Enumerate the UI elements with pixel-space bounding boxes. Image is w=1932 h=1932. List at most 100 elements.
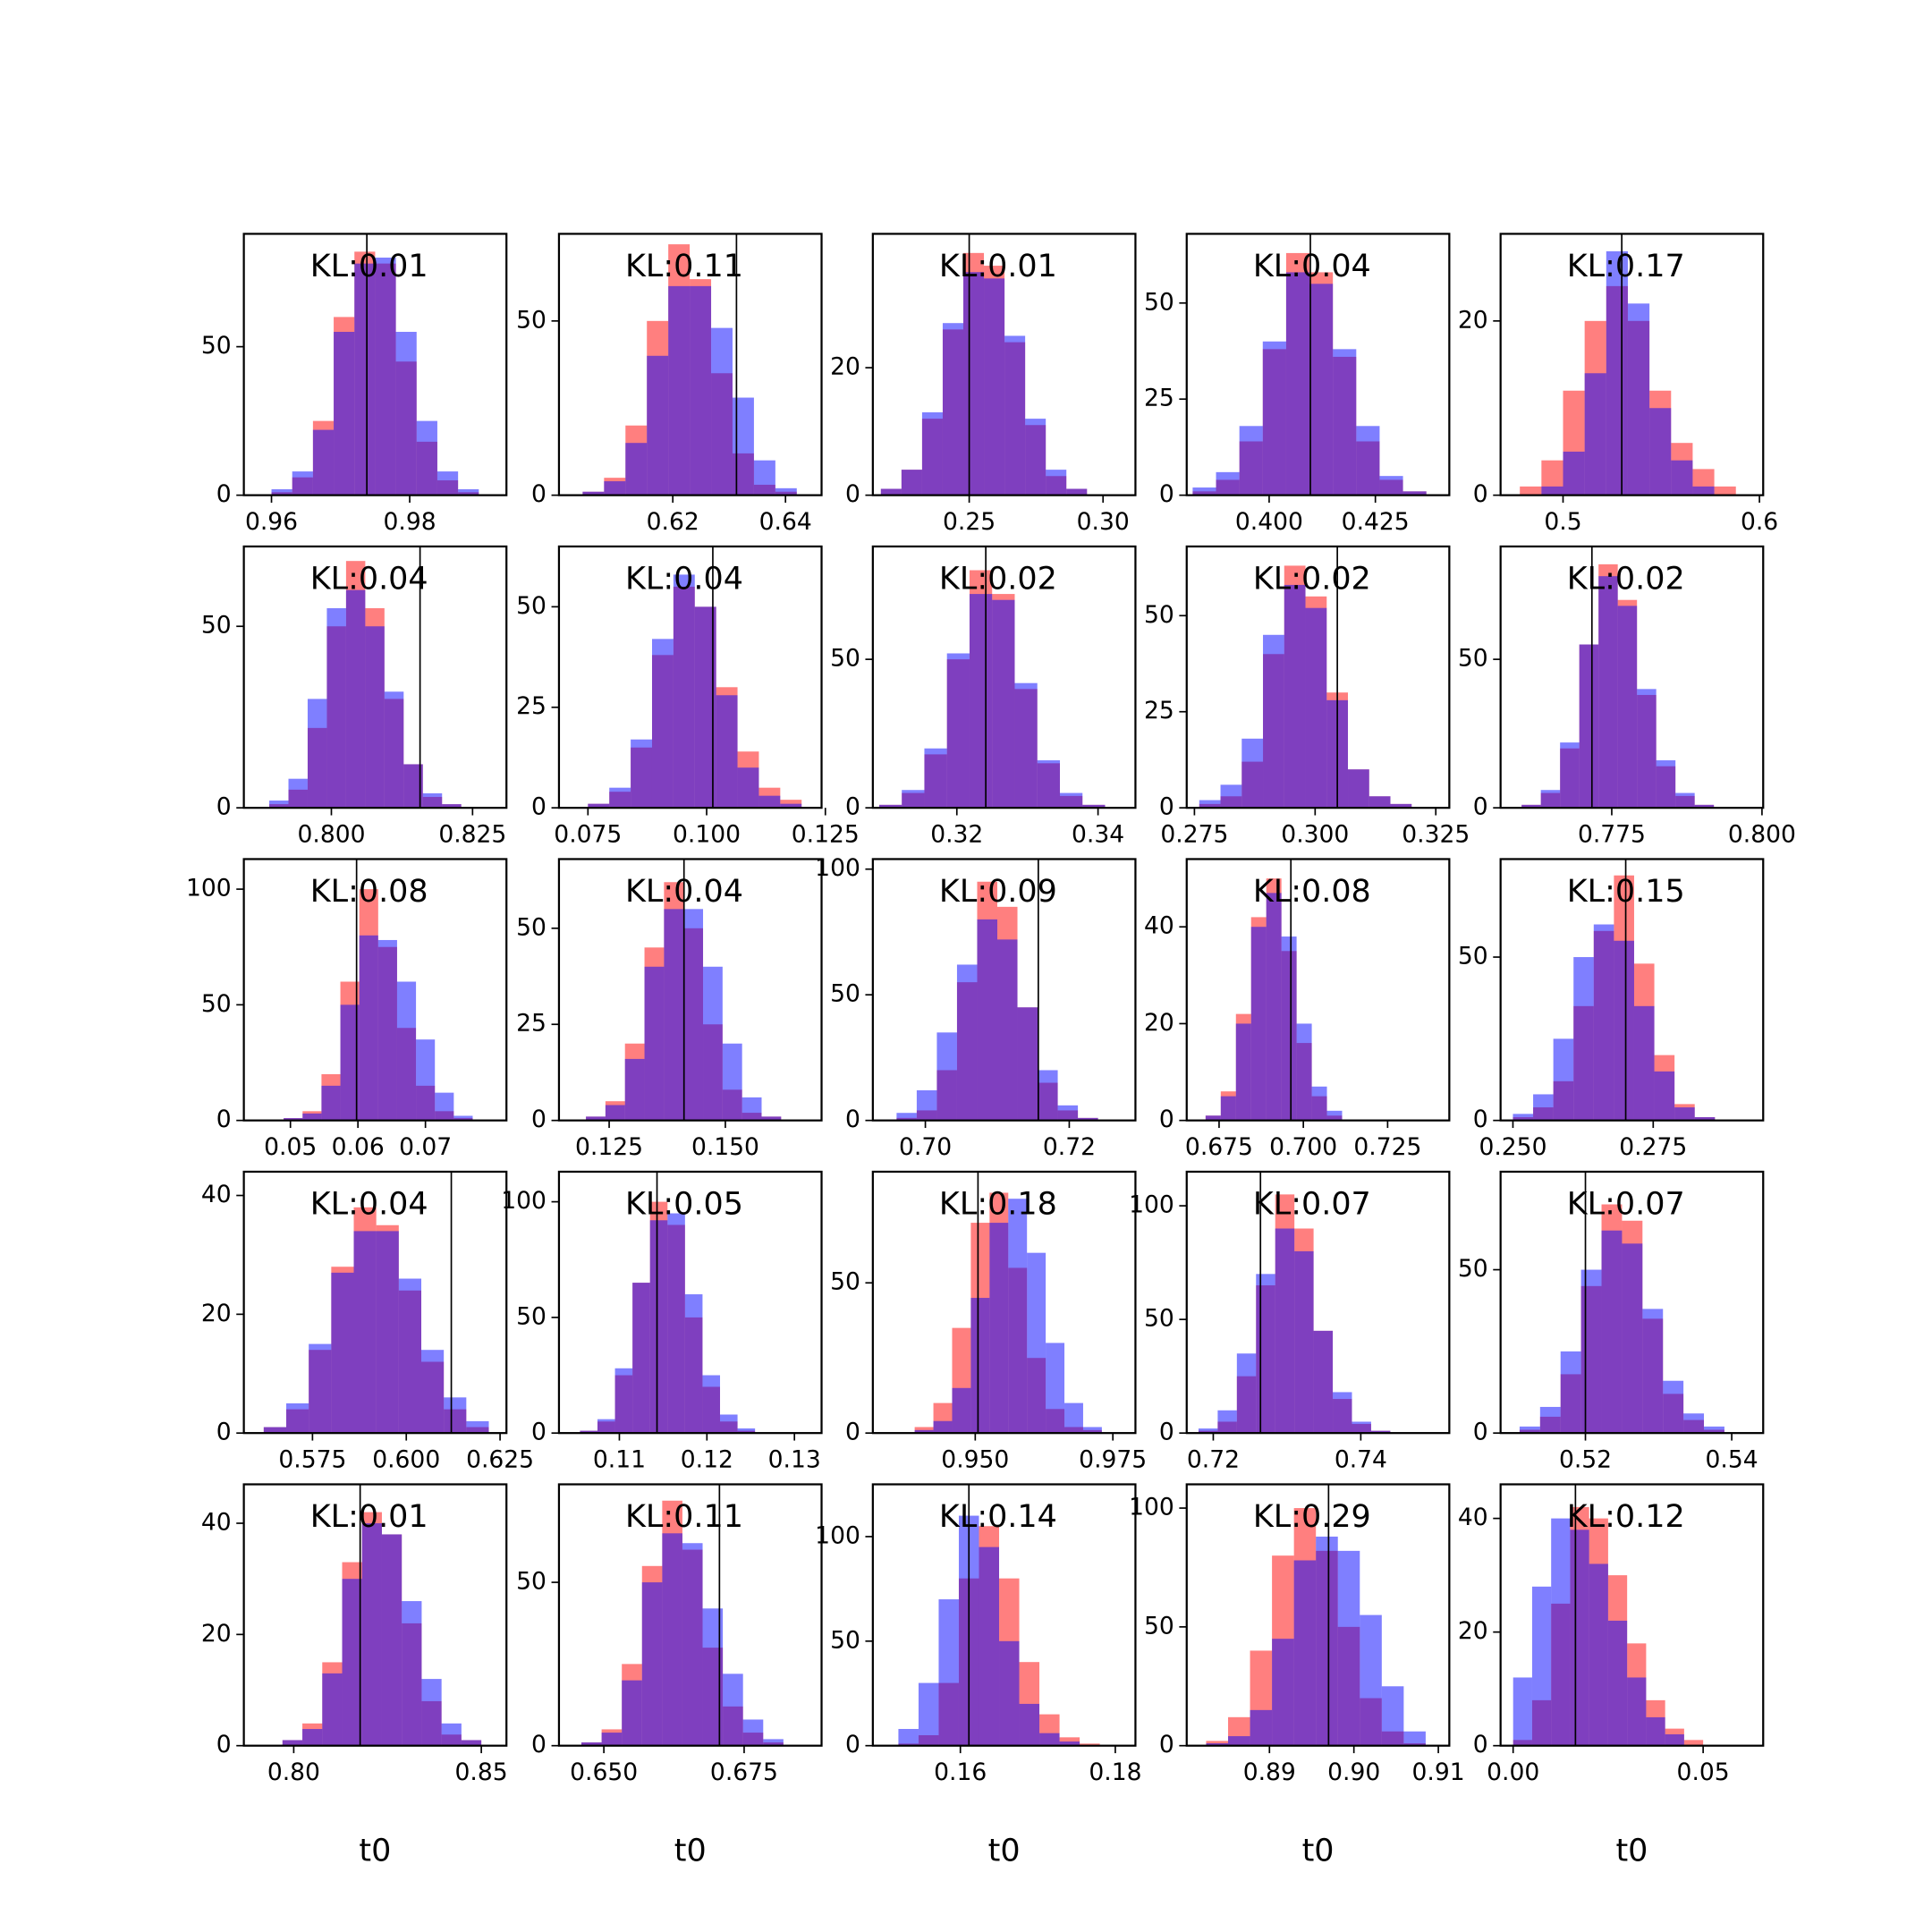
hist-bar xyxy=(1674,1107,1695,1121)
hist-bar xyxy=(741,1097,762,1121)
hist-bar xyxy=(667,1213,685,1434)
kl-annotation: KL:0.01 xyxy=(939,249,1057,284)
hist-bar xyxy=(1285,272,1310,496)
hist-bar xyxy=(365,626,385,809)
axes-frame xyxy=(871,858,1137,1122)
y-tick-label: 50 xyxy=(201,612,232,640)
hist-bar xyxy=(632,1283,650,1434)
x-tick-label: 0.85 xyxy=(455,1758,508,1786)
hist-bar xyxy=(1694,1117,1716,1121)
kl-annotation: KL:0.11 xyxy=(625,1499,743,1535)
hist-bar xyxy=(1004,335,1026,496)
hist-bar xyxy=(1059,792,1083,809)
hist-bar xyxy=(1531,1586,1552,1746)
hist-bar xyxy=(421,1679,442,1746)
hist-bar xyxy=(416,420,437,496)
hist-bar xyxy=(946,653,970,809)
hist-bar xyxy=(716,695,738,809)
hist-bar xyxy=(936,1032,957,1121)
y-tick-label: 50 xyxy=(516,1568,547,1596)
hist-bar xyxy=(668,285,691,496)
axes-frame xyxy=(242,233,508,496)
y-tick-label: 20 xyxy=(1144,1009,1174,1037)
y-tick-label: 0 xyxy=(216,1106,232,1133)
hist-bar xyxy=(1675,792,1695,809)
hist-bar xyxy=(918,1682,939,1746)
y-tick-label: 0 xyxy=(845,1106,860,1133)
y-tick-label: 50 xyxy=(830,645,860,673)
kl-annotation: KL:0.04 xyxy=(1253,249,1371,284)
kl-annotation: KL:0.12 xyxy=(1567,1499,1685,1535)
y-tick-label: 100 xyxy=(815,1521,860,1549)
hist-bar xyxy=(1296,1023,1312,1121)
hist-bar xyxy=(588,803,610,809)
hist-bar xyxy=(1220,784,1242,809)
x-tick-label: 0.12 xyxy=(681,1445,733,1473)
kl-annotation: KL:0.04 xyxy=(310,562,428,597)
hist-bar xyxy=(1646,1716,1665,1746)
y-tick-label: 20 xyxy=(1458,306,1488,334)
hist-bar xyxy=(979,1546,1000,1746)
hist-bar xyxy=(625,443,648,496)
hist-bar xyxy=(342,1579,362,1746)
y-tick-label: 0 xyxy=(845,1419,860,1446)
x-axis-label: t0 xyxy=(674,1834,707,1869)
hist-bar xyxy=(580,1430,597,1434)
y-tick-label: 50 xyxy=(1458,1255,1488,1283)
hist-bar xyxy=(361,1523,382,1746)
x-tick-label: 0.91 xyxy=(1412,1758,1465,1786)
hist-bar xyxy=(396,981,417,1121)
hist-bar xyxy=(1519,1426,1540,1434)
hist-bar xyxy=(1064,1402,1083,1434)
x-tick-label: 0.275 xyxy=(1160,820,1228,848)
axes-frame xyxy=(871,233,1137,496)
hist-bar xyxy=(375,258,396,496)
hist-bar xyxy=(644,966,665,1121)
axes-frame xyxy=(1499,858,1765,1122)
y-tick-label: 0 xyxy=(845,793,860,821)
y-tick-label: 0 xyxy=(531,1106,547,1133)
hist-bar xyxy=(1560,742,1580,809)
hist-bar xyxy=(703,966,723,1121)
hist-bar xyxy=(1337,1550,1360,1746)
hist-bar xyxy=(1649,408,1672,496)
hist-bar xyxy=(683,909,704,1121)
y-tick-label: 50 xyxy=(201,332,232,360)
hist-bar xyxy=(1607,1620,1628,1746)
hist-bar xyxy=(353,1231,377,1434)
hist-bar xyxy=(1241,738,1264,809)
axes-frame xyxy=(871,545,1137,809)
hist-bar xyxy=(1694,804,1715,809)
y-tick-label: 50 xyxy=(1144,601,1174,629)
x-tick-label: 0.05 xyxy=(264,1133,317,1161)
kl-annotation: KL:0.18 xyxy=(939,1187,1057,1223)
x-tick-label: 0.13 xyxy=(768,1445,821,1473)
y-tick-label: 25 xyxy=(1144,697,1174,724)
x-tick-label: 0.30 xyxy=(1077,508,1130,536)
hist-bar xyxy=(1014,682,1038,809)
x-axis-label: t0 xyxy=(1302,1834,1335,1869)
hist-bar xyxy=(416,1039,436,1121)
hist-bar xyxy=(436,471,459,496)
x-tick-label: 0.25 xyxy=(943,508,996,536)
hist-bar xyxy=(880,488,902,496)
hist-bar xyxy=(952,1387,971,1434)
hist-bar xyxy=(938,1599,959,1746)
hist-bar xyxy=(992,599,1015,809)
y-tick-label: 50 xyxy=(516,913,547,941)
hist-bar xyxy=(1309,284,1334,496)
y-tick-label: 40 xyxy=(1144,912,1174,940)
y-tick-label: 0 xyxy=(216,480,232,508)
hist-bar xyxy=(1513,1677,1532,1746)
hist-bar xyxy=(1683,1740,1704,1746)
hist-bar xyxy=(662,1533,682,1746)
y-tick-label: 20 xyxy=(830,353,860,381)
hist-bar xyxy=(1551,1518,1571,1746)
hist-bar xyxy=(1263,634,1284,809)
axes-frame xyxy=(1185,545,1451,809)
hist-bar xyxy=(1025,419,1046,496)
x-tick-label: 0.5 xyxy=(1544,508,1581,536)
hist-bar xyxy=(1584,373,1606,496)
y-tick-label: 50 xyxy=(1144,1612,1174,1640)
